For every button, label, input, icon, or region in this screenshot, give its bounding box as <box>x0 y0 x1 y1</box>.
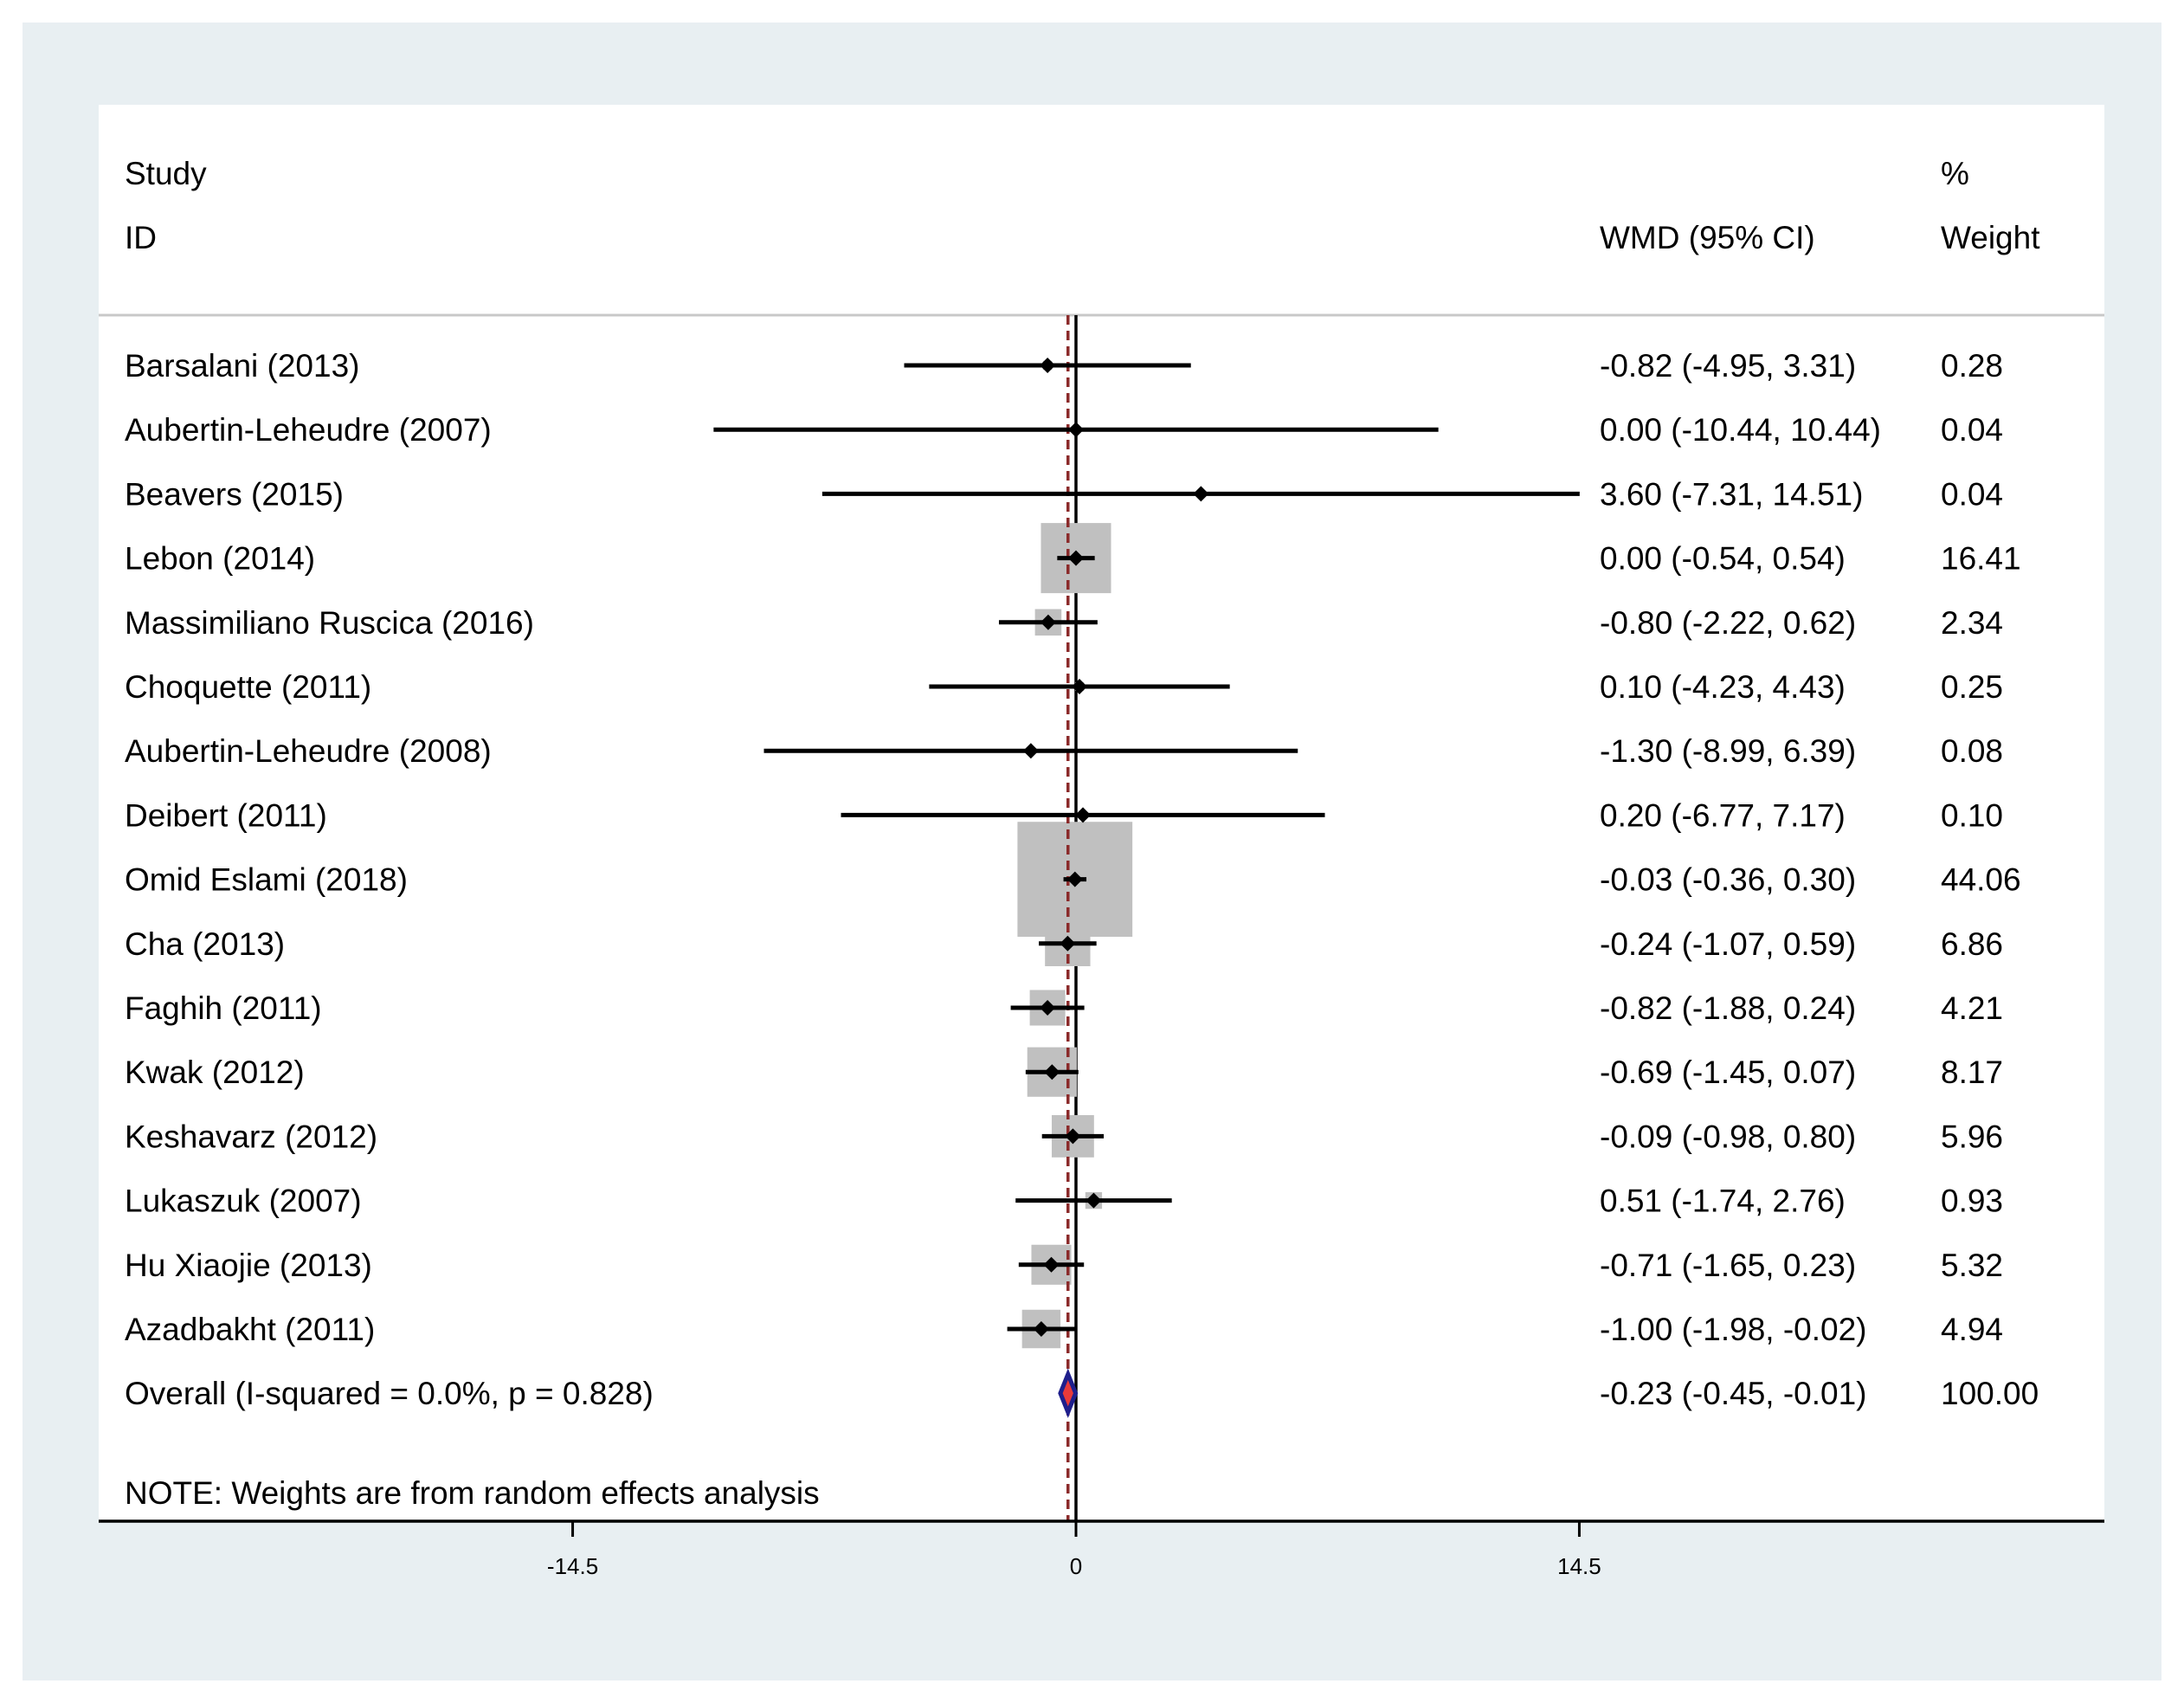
weight-text: 4.21 <box>1941 990 2003 1026</box>
study-label: Faghih (2011) <box>125 990 322 1026</box>
point-estimate <box>1040 1000 1056 1016</box>
point-estimate <box>1193 486 1209 502</box>
x-tick-label: 14.5 <box>1557 1553 1601 1579</box>
header-effect: WMD (95% CI) <box>1600 220 1815 255</box>
point-estimate <box>1086 1192 1102 1209</box>
point-estimate <box>1072 679 1088 694</box>
point-estimate <box>1033 1321 1049 1337</box>
point-estimate <box>1040 614 1056 630</box>
weight-text: 0.04 <box>1941 412 2003 448</box>
weight-text: 8.17 <box>1941 1055 2003 1090</box>
point-estimate <box>1044 1064 1060 1081</box>
point-estimate <box>1043 1256 1060 1273</box>
study-label: Massimiliano Ruscica (2016) <box>125 605 534 641</box>
overall-effect-text: -0.23 (-0.45, -0.01) <box>1600 1376 1866 1411</box>
study-label: Omid Eslami (2018) <box>125 862 408 898</box>
weight-text: 4.94 <box>1941 1312 2003 1347</box>
weight-text: 0.10 <box>1941 797 2003 833</box>
weight-text: 0.08 <box>1941 733 2003 769</box>
overall-diamond <box>1058 1368 1079 1418</box>
effect-text: -0.24 (-1.07, 0.59) <box>1600 926 1856 962</box>
forest-marks: Barsalani (2013) -0.82 (-4.95, 3.31) 0.28 A… <box>125 315 2039 1521</box>
overall-label: Overall (I-squared = 0.0%, p = 0.828) <box>125 1376 654 1411</box>
effect-text: -0.71 (-1.65, 0.23) <box>1600 1248 1856 1283</box>
study-label: Keshavarz (2012) <box>125 1119 377 1154</box>
effect-text: -1.00 (-1.98, -0.02) <box>1600 1312 1866 1347</box>
weight-text: 0.28 <box>1941 348 2003 384</box>
point-estimate <box>1065 1128 1081 1145</box>
effect-text: -0.03 (-0.36, 0.30) <box>1600 862 1856 898</box>
study-label: Cha (2013) <box>125 926 285 962</box>
weight-text: 16.41 <box>1941 541 2021 577</box>
study-label: Lebon (2014) <box>125 541 315 577</box>
weight-text: 6.86 <box>1941 926 2003 962</box>
weight-text: 5.96 <box>1941 1119 2003 1154</box>
effect-text: -0.82 (-4.95, 3.31) <box>1600 348 1856 384</box>
study-label: Aubertin-Leheudre (2007) <box>125 412 492 448</box>
x-tick-label: -14.5 <box>547 1553 598 1579</box>
note-text: NOTE: Weights are from random effects an… <box>125 1475 820 1511</box>
point-estimate <box>1068 550 1084 566</box>
weight-text: 0.04 <box>1941 476 2003 512</box>
weight-text: 0.25 <box>1941 669 2003 705</box>
study-label: Beavers (2015) <box>125 476 344 512</box>
overall-weight-text: 100.00 <box>1941 1376 2039 1411</box>
point-estimate <box>1060 935 1076 951</box>
effect-text: -0.09 (-0.98, 0.80) <box>1600 1119 1856 1154</box>
x-axis: -14.5 0 14.5 <box>547 1521 1601 1579</box>
weight-text: 44.06 <box>1941 862 2021 898</box>
effect-text: 0.00 (-0.54, 0.54) <box>1600 541 1846 577</box>
study-label: Azadbakht (2011) <box>125 1312 375 1347</box>
study-label: Aubertin-Leheudre (2008) <box>125 733 492 769</box>
effect-text: 0.20 (-6.77, 7.17) <box>1600 797 1846 833</box>
effect-text: 0.00 (-10.44, 10.44) <box>1600 412 1881 448</box>
header-percent: % <box>1941 156 1969 191</box>
weight-text: 5.32 <box>1941 1248 2003 1283</box>
effect-text: 3.60 (-7.31, 14.51) <box>1600 476 1863 512</box>
point-estimate <box>1066 871 1083 887</box>
point-estimate <box>1068 422 1084 438</box>
x-tick-label: 0 <box>1070 1553 1082 1579</box>
study-label: Barsalani (2013) <box>125 348 359 384</box>
effect-text: -0.69 (-1.45, 0.07) <box>1600 1055 1856 1090</box>
point-estimate <box>1075 807 1092 823</box>
weight-text: 2.34 <box>1941 605 2003 641</box>
study-label: Hu Xiaojie (2013) <box>125 1248 372 1283</box>
header-weight: Weight <box>1941 220 2040 255</box>
effect-text: -1.30 (-8.99, 6.39) <box>1600 733 1856 769</box>
study-label: Deibert (2011) <box>125 797 327 833</box>
effect-text: 0.51 (-1.74, 2.76) <box>1600 1184 1846 1219</box>
study-label: Choquette (2011) <box>125 669 371 705</box>
header-study: Study <box>125 156 207 191</box>
effect-text: 0.10 (-4.23, 4.43) <box>1600 669 1846 705</box>
weight-text: 0.93 <box>1941 1184 2003 1219</box>
header-id: ID <box>125 220 157 255</box>
study-label: Lukaszuk (2007) <box>125 1184 362 1219</box>
point-estimate <box>1022 743 1039 759</box>
effect-text: -0.82 (-1.88, 0.24) <box>1600 990 1856 1026</box>
study-label: Kwak (2012) <box>125 1055 305 1090</box>
point-estimate <box>1040 358 1056 373</box>
effect-text: -0.80 (-2.22, 0.62) <box>1600 605 1856 641</box>
